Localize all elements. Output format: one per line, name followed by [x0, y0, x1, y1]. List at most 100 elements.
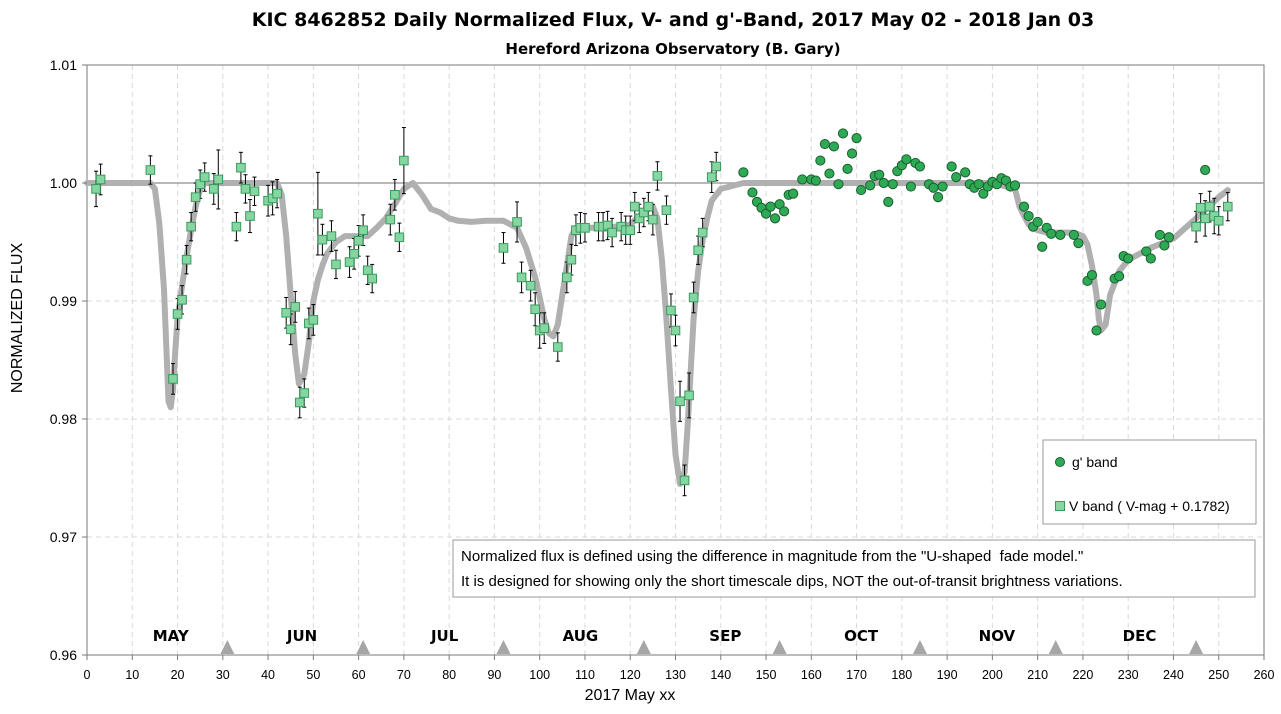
g-band-point [1086, 269, 1098, 281]
g-band-point [1091, 325, 1102, 336]
v-band-point [213, 174, 224, 185]
v-band-point [652, 171, 663, 181]
v-band-point [313, 208, 323, 219]
g-band-point [851, 133, 862, 144]
month-boundary-marker [912, 640, 927, 654]
g-band-point [747, 187, 758, 198]
y-tick-layer: 0.96 0.97 0.98 0.99 1.00 1.01 [50, 57, 87, 663]
x-tick-label: 250 [1208, 668, 1229, 682]
v-band-point [512, 217, 522, 227]
v-band-point [272, 188, 282, 199]
g-band-point [765, 201, 776, 212]
g-band-point [865, 180, 876, 191]
g-band-point [842, 163, 853, 174]
month-label: DEC [1123, 627, 1157, 645]
v-band-point [525, 280, 536, 291]
x-tick-label: 20 [171, 668, 185, 682]
legend-marker-v-band [1055, 501, 1065, 511]
month-boundary-marker [1048, 640, 1063, 654]
x-tick-label: 60 [352, 668, 366, 682]
v-band-point [353, 236, 364, 246]
v-band-point [190, 192, 201, 202]
g-band-point [1018, 201, 1030, 212]
v-band-point [679, 475, 690, 486]
x-tick-label: 100 [529, 668, 550, 682]
x-tick-label: 40 [261, 668, 275, 682]
g-band-point [846, 148, 858, 159]
g-band-point [951, 172, 962, 183]
model-curve-layer [84, 180, 1231, 487]
annotation-frame [452, 539, 1256, 598]
v-band-point [1204, 201, 1215, 212]
x-tick-label: 110 [575, 668, 595, 682]
x-tick-label: 150 [756, 668, 777, 682]
v-band-point [349, 249, 359, 259]
month-label: JUL [430, 627, 459, 645]
x-tick-label: 170 [846, 668, 867, 682]
v-band-point [326, 231, 337, 241]
g-band-point [973, 179, 984, 190]
g-band-point [1114, 271, 1125, 282]
v-band-point [199, 172, 210, 182]
v-band-point [629, 201, 640, 212]
v-band-point [539, 323, 550, 333]
g-band-point [856, 184, 867, 196]
g-band-point [978, 188, 989, 199]
v-band-point [294, 397, 305, 408]
v-band-point [580, 223, 590, 233]
g-band-point [878, 177, 889, 189]
x-tick-layer: 0 10 20 30 40 50 60 70 80 90 100 110 120 130 140 150 160… [84, 655, 1275, 682]
g-band-point [914, 161, 926, 172]
g-band-point [883, 196, 894, 207]
y-tick-label: 0.97 [50, 529, 77, 545]
x-tick-label: 190 [937, 668, 958, 682]
v-band-point [358, 225, 368, 235]
v-band-point [675, 396, 685, 407]
x-tick-label: 260 [1254, 668, 1275, 682]
g-band-point [1046, 228, 1057, 239]
v-band-point [693, 245, 703, 256]
g-band-point [1145, 253, 1156, 264]
month-boundary-marker [1189, 640, 1204, 654]
chart-title: KIC 8462852 Daily Normalized Flux, V- an… [252, 9, 1094, 31]
month-label: OCT [844, 627, 879, 645]
g-band-point [1037, 241, 1048, 252]
g-band-point [837, 128, 849, 139]
v-band-point [394, 232, 405, 243]
month-boundary-marker [772, 640, 787, 654]
legend-marker-g-band [1055, 457, 1065, 467]
g-band-point [887, 179, 898, 190]
legend-label-g-band: g' band [1072, 454, 1118, 470]
legend-label-v-band: V band ( V-mag + 0.1782) [1069, 498, 1230, 514]
g-band-point [769, 213, 781, 224]
month-label: JUN [286, 627, 317, 645]
v-band-point [240, 184, 251, 194]
g-band-point [928, 182, 939, 193]
v-band-point [1200, 213, 1210, 224]
v-band-point [362, 265, 373, 276]
v-band-point [670, 325, 681, 336]
g-band-point [1141, 246, 1152, 257]
month-label: MAY [153, 627, 190, 645]
v-band-point [236, 162, 246, 173]
x-tick-label: 90 [487, 668, 501, 682]
x-tick-label: 200 [982, 668, 1003, 682]
v-band-point [697, 227, 708, 238]
v-band-point [666, 305, 676, 316]
x-tick-label: 50 [306, 668, 320, 682]
g-band-point [946, 161, 957, 172]
v-band-point [91, 184, 101, 194]
x-tick-label: 140 [710, 668, 731, 682]
x-tick-label: 180 [891, 668, 912, 682]
x-tick-label: 70 [397, 668, 411, 682]
x-tick-label: 80 [442, 668, 456, 682]
v-band-point [331, 259, 341, 270]
g-band-point [797, 174, 808, 185]
v-band-point [688, 292, 699, 303]
g-band-point [937, 181, 948, 192]
y-tick-label: 0.96 [50, 647, 77, 663]
v-band-point [399, 155, 409, 166]
points-layer [91, 128, 1233, 486]
g-band-point [819, 138, 830, 150]
